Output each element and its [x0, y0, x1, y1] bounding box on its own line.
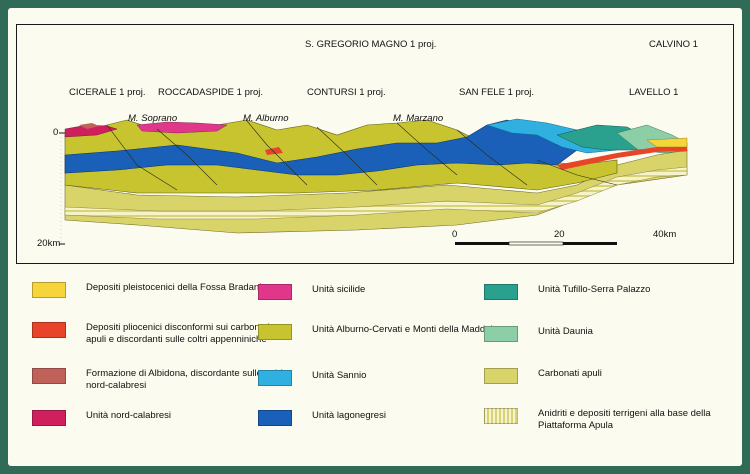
- layer-anidriti: [64, 166, 688, 220]
- legend-label: Unità Sannio: [312, 370, 367, 381]
- well-label-san-fele: SAN FELE 1 proj.: [459, 87, 534, 98]
- mountain-label-soprano: M. Soprano: [128, 113, 178, 124]
- legend-label: Unità Tufillo-Serra Palazzo: [538, 284, 651, 295]
- legend-label: Unità lagonegresi: [312, 410, 386, 421]
- legend-label: Unità sicilide: [312, 284, 366, 295]
- layer-sicilide: [136, 121, 228, 134]
- mountain-label-marzano: M. Marzano: [393, 113, 444, 124]
- legend-label: Unità Daunia: [538, 326, 593, 337]
- legend-label: Formazione di Albidona, discordante sull…: [86, 368, 286, 391]
- legend-label: Unità Alburno-Cervati e Monti della Madd…: [312, 324, 509, 335]
- legend-swatch: [484, 284, 518, 300]
- well-label-roccadaspide: ROCCADASPIDE 1 proj.: [158, 87, 264, 98]
- scale-bar: [455, 241, 617, 246]
- legend-swatch: [32, 322, 66, 338]
- legend-swatch: [258, 370, 292, 386]
- legend-swatch: [484, 368, 518, 384]
- legend-label: Depositi pliocenici disconformi sui carb…: [86, 322, 270, 345]
- scale-tick-0: 0: [452, 229, 458, 240]
- legend-label: Depositi pleistocenici della Fossa Brada…: [86, 282, 272, 293]
- legend-label: Unità nord-calabresi: [86, 410, 172, 421]
- scale-tick-20: 20: [554, 229, 565, 240]
- legend-swatch: [258, 324, 292, 340]
- mountain-label-alburno: M. Alburno: [243, 113, 289, 124]
- legend-swatch: [32, 410, 66, 426]
- depth-label-bottom: 20km: [37, 238, 61, 249]
- legend-swatch: [258, 284, 292, 300]
- legend-swatch: [32, 368, 66, 384]
- geological-cross-section-panel: S. GREGORIO MAGNO 1 proj. CALVINO 1 CICE…: [16, 24, 734, 264]
- layer-pliocene: [557, 147, 687, 170]
- cross-section-drawing: [59, 118, 688, 246]
- legend-swatch: [484, 408, 518, 424]
- depth-label-top: 0: [53, 127, 59, 138]
- well-label-contursi: CONTURSI 1 proj.: [307, 87, 386, 98]
- legend-swatch: [484, 326, 518, 342]
- thrust-lines: [106, 120, 618, 191]
- scale-tick-40km: 40km: [653, 229, 677, 240]
- well-label-s-gregorio-magno: S. GREGORIO MAGNO 1 proj.: [305, 39, 437, 50]
- legend-label: Carbonati apuli: [538, 368, 602, 379]
- well-label-calvino: CALVINO 1: [649, 39, 698, 50]
- layer-albidona: [79, 123, 99, 129]
- legend-swatch: [32, 282, 66, 298]
- well-label-lavello: LAVELLO 1: [629, 87, 679, 98]
- legend-swatch: [258, 410, 292, 426]
- well-label-cicerale: CICERALE 1 proj.: [69, 87, 146, 98]
- layer-pliocene-2: [265, 147, 283, 155]
- legend-label: Anidriti e depositi terrigeni alla base …: [538, 408, 711, 431]
